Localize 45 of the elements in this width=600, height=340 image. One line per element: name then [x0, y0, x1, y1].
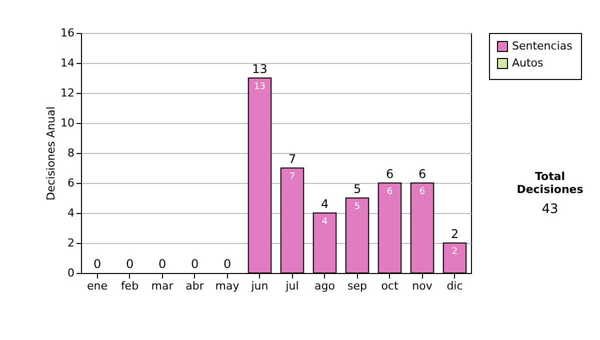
text: Total Decisiones: [516, 170, 584, 196]
data-label: 5: [354, 202, 360, 212]
y-tick-label: 2: [68, 236, 74, 250]
total-label: 6: [418, 167, 426, 181]
data-label: 13: [254, 82, 266, 92]
x-tick-label: jul: [284, 280, 299, 292]
data-label: 7: [289, 172, 296, 182]
total-label: 13: [252, 62, 268, 76]
y-tick-label: 10: [60, 116, 74, 130]
x-tick-label: may: [215, 280, 240, 292]
total-label: 0: [223, 257, 232, 271]
x-tick-label: oct: [381, 280, 399, 292]
total-label: 4: [320, 197, 329, 211]
x-tick-label: mar: [151, 280, 174, 292]
x-tick-label: ene: [86, 280, 108, 292]
x-tick-label: sep: [348, 280, 368, 292]
x-tick-label: dic: [446, 280, 463, 292]
x-tick-label: nov: [412, 280, 433, 292]
x-tick-label: ago: [314, 280, 336, 292]
legend-label: Autos: [512, 56, 544, 70]
y-axis-title: Decisiones Anual: [44, 106, 58, 201]
total-label: 0: [158, 257, 166, 271]
total-label: 0: [93, 257, 102, 271]
total-label: 7: [288, 152, 296, 166]
y-tick-label: 0: [68, 266, 74, 280]
total-label: 5: [353, 182, 362, 196]
x-tick-label: jun: [250, 280, 268, 292]
total-label: 0: [190, 257, 199, 271]
y-tick-label: 12: [60, 86, 74, 100]
data-label: 4: [322, 217, 328, 227]
text: 43: [540, 202, 560, 217]
y-tick-label: 8: [68, 146, 74, 160]
data-label: 2: [452, 247, 458, 257]
total-label: 2: [450, 227, 459, 241]
y-tick-label: 16: [60, 26, 74, 40]
data-label: 6: [419, 187, 426, 197]
total-label: 0: [126, 257, 134, 271]
x-tick-label: abr: [186, 280, 204, 292]
y-tick-label: 14: [60, 56, 74, 70]
data-label: 6: [386, 187, 393, 197]
x-tick-label: feb: [120, 280, 139, 292]
y-tick-label: 6: [68, 176, 74, 190]
y-tick-label: 4: [68, 206, 74, 220]
legend-label: Sentencias: [512, 40, 573, 52]
total-label: 6: [386, 167, 394, 181]
